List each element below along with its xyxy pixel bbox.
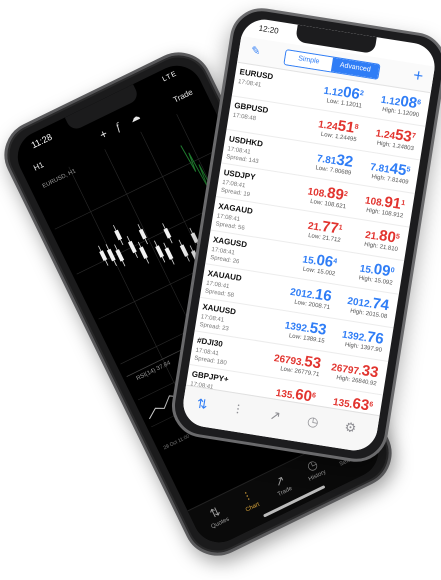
quote-spread: Spread: 143 (225, 154, 259, 166)
ask-price-point: 6 (368, 401, 374, 409)
candle-body (190, 232, 199, 244)
candle-body (163, 227, 172, 239)
quote-time: 17:08:48 (232, 112, 257, 123)
segment-advanced[interactable]: Advanced (330, 57, 380, 79)
candle-body (99, 250, 108, 262)
quotes-icon[interactable]: ⇅ (195, 395, 209, 413)
candle-body (114, 229, 123, 241)
quote-time: 17:08:41 (237, 79, 262, 89)
status-time: 12:20 (258, 23, 280, 36)
indicators-fx-icon[interactable]: f (113, 121, 122, 134)
candle-body (115, 249, 125, 262)
front-phone-screen: 12:20 ✎ Simple Advanced + EURUSD 17:08:41… (179, 16, 439, 454)
ask-price-point: 1 (400, 199, 406, 208)
quote-symbol: #DJI30 (196, 335, 224, 349)
candle-body (139, 246, 148, 259)
ask-price-point: 0 (390, 266, 395, 275)
quotes-list: EURUSD 17:08:41 1.12062 1.12086 Low: 1.12011… (185, 62, 431, 417)
bid-price-point: 2 (343, 190, 349, 199)
quote-spread: Spread: 58 (204, 288, 235, 299)
quote-spread: Spread: 26 (209, 254, 240, 266)
segment-simple[interactable]: Simple (284, 50, 334, 72)
status-time: 11:28 (29, 131, 54, 151)
timeframe-button[interactable]: H1 (32, 160, 46, 173)
candle-body (155, 245, 165, 258)
candle-body (138, 228, 147, 240)
trade-icon[interactable]: ↗ (268, 407, 282, 424)
candle-body (179, 244, 189, 257)
quote-spread: Spread: 23 (199, 322, 230, 333)
ask-price-point: 5 (405, 166, 411, 174)
grid-line (54, 143, 232, 230)
candle-body (164, 247, 174, 260)
ask-price-point: 5 (395, 233, 401, 241)
bid-price-point: 2 (359, 89, 365, 98)
objects-icon[interactable]: ☁ (128, 111, 143, 126)
volume-line (180, 145, 219, 200)
bid-price-point: 8 (354, 123, 359, 132)
chart-icon[interactable]: ⫶ (235, 401, 241, 418)
history-icon[interactable]: ◷ (306, 413, 320, 430)
bid-price-point: 4 (332, 257, 338, 266)
ask-price-point: 7 (411, 132, 417, 141)
bid-price-point: 1 (338, 224, 344, 232)
candle-body (127, 240, 137, 254)
trade-button[interactable]: Trade (171, 87, 195, 105)
quote-spread: Spread: 19 (220, 187, 251, 199)
settings-icon[interactable]: ⚙ (343, 419, 358, 436)
bid-price-point: 6 (311, 392, 317, 400)
add-symbol-icon[interactable]: + (411, 65, 425, 86)
crosshair-icon[interactable]: + (97, 126, 110, 143)
ask-price-point: 6 (416, 99, 422, 107)
quote-spread: Spread: 180 (193, 355, 228, 367)
edit-icon[interactable]: ✎ (250, 44, 262, 59)
quote-spread: Spread: 56 (215, 221, 245, 232)
status-signal: LTE (161, 70, 179, 84)
candle-body (106, 248, 116, 262)
